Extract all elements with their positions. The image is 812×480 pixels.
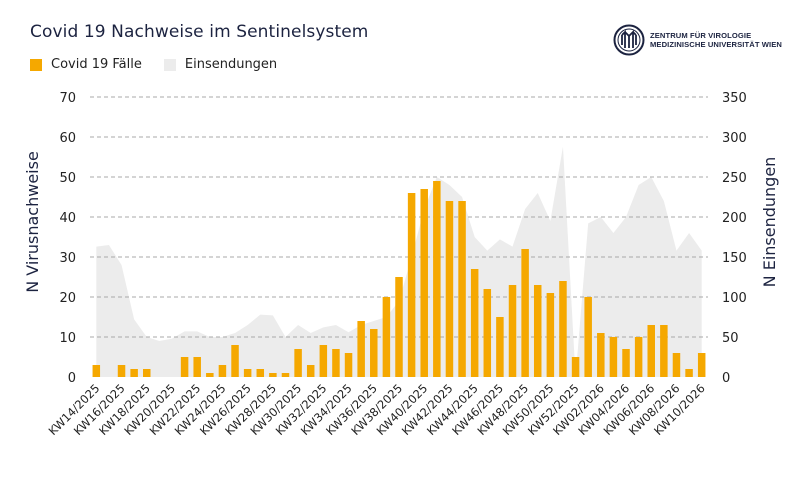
bar-covid-cases (243, 369, 252, 377)
bar-covid-cases (672, 353, 681, 377)
bar-covid-cases (433, 181, 441, 377)
y-tick-right: 350 (722, 91, 747, 106)
legend-swatch-cases (30, 58, 42, 71)
chart-title: Covid 19 Nachweise im Sentinelsystem (30, 22, 369, 42)
bar-covid-cases (508, 285, 517, 377)
bar-covid-cases (458, 201, 466, 377)
bar-layer (92, 181, 706, 377)
bar-covid-cases (634, 337, 643, 377)
bar-covid-cases (407, 193, 416, 377)
bar-covid-cases (281, 373, 290, 377)
y-tick-left: 20 (59, 291, 76, 306)
bar-covid-cases (622, 349, 630, 377)
legend-swatch-submissions (163, 58, 176, 71)
legend-item-submissions: Einsendungen (163, 57, 278, 72)
institution-logo: ZENTRUM FÜR VIROLOGIE MEDIZINISCHE UNIVE… (613, 24, 782, 56)
bar-covid-cases (571, 357, 580, 377)
bar-covid-cases (647, 325, 655, 377)
y-tick-right: 50 (722, 331, 739, 346)
bar-covid-cases (206, 373, 214, 377)
bar-covid-cases (470, 269, 479, 377)
logo-line-1: ZENTRUM FÜR VIROLOGIE (650, 31, 752, 40)
bar-covid-cases (306, 365, 315, 377)
bar-covid-cases (180, 357, 189, 377)
y-tick-right: 150 (722, 251, 747, 266)
bar-covid-cases (445, 201, 454, 377)
legend-label-submissions: Einsendungen (184, 57, 278, 72)
y-tick-right: 250 (722, 171, 747, 186)
bar-covid-cases (193, 357, 201, 377)
bar-covid-cases (332, 349, 340, 377)
virology-seal-icon (613, 24, 645, 56)
bar-covid-cases (130, 369, 138, 377)
bar-covid-cases (697, 353, 706, 377)
bar-covid-cases (357, 321, 365, 377)
bar-covid-cases (685, 369, 693, 377)
bar-covid-cases (420, 189, 428, 377)
bar-covid-cases (344, 353, 353, 377)
bar-covid-cases (496, 317, 504, 377)
bar-covid-cases (218, 365, 227, 377)
bar-covid-cases (269, 373, 277, 377)
y-tick-left: 40 (59, 211, 76, 226)
bar-covid-cases (117, 365, 126, 377)
bar-covid-cases (533, 285, 542, 377)
legend-item-cases: Covid 19 Fälle (30, 57, 142, 72)
bar-covid-cases (660, 325, 668, 377)
y-tick-right: 100 (722, 291, 747, 306)
y-tick-left: 10 (59, 331, 76, 346)
bar-covid-cases (609, 337, 618, 377)
bar-covid-cases (546, 293, 555, 377)
bar-covid-cases (559, 281, 567, 377)
bar-covid-cases (231, 345, 239, 377)
bar-covid-cases (143, 369, 151, 377)
y-tick-right: 0 (722, 371, 730, 386)
bar-covid-cases (395, 277, 403, 377)
bar-covid-cases (294, 349, 302, 377)
y-tick-right: 300 (722, 131, 747, 146)
logo-line-2: MEDIZINISCHE UNIVERSITÄT WIEN (650, 40, 782, 49)
bar-covid-cases (483, 289, 492, 377)
bar-covid-cases (370, 329, 378, 377)
bar-covid-cases (382, 297, 391, 377)
y-tick-left: 60 (59, 131, 76, 146)
y-axis-label-right: N Einsendungen (760, 157, 779, 288)
bar-covid-cases (597, 333, 605, 377)
y-tick-right: 200 (722, 211, 747, 226)
y-tick-left: 70 (59, 91, 76, 106)
bar-covid-cases (584, 297, 592, 377)
y-tick-left: 50 (59, 171, 76, 186)
bar-covid-cases (92, 365, 101, 377)
legend: Covid 19 Fälle Einsendungen (30, 57, 299, 72)
y-tick-left: 30 (59, 251, 76, 266)
bar-covid-cases (521, 249, 529, 377)
legend-label-cases: Covid 19 Fälle (51, 57, 142, 72)
bar-covid-cases (319, 345, 328, 377)
logo-text: ZENTRUM FÜR VIROLOGIE MEDIZINISCHE UNIVE… (650, 31, 782, 49)
y-axis-label-left: N Virusnachweise (23, 151, 42, 293)
y-tick-left: 0 (68, 371, 76, 386)
bar-covid-cases (256, 369, 265, 377)
